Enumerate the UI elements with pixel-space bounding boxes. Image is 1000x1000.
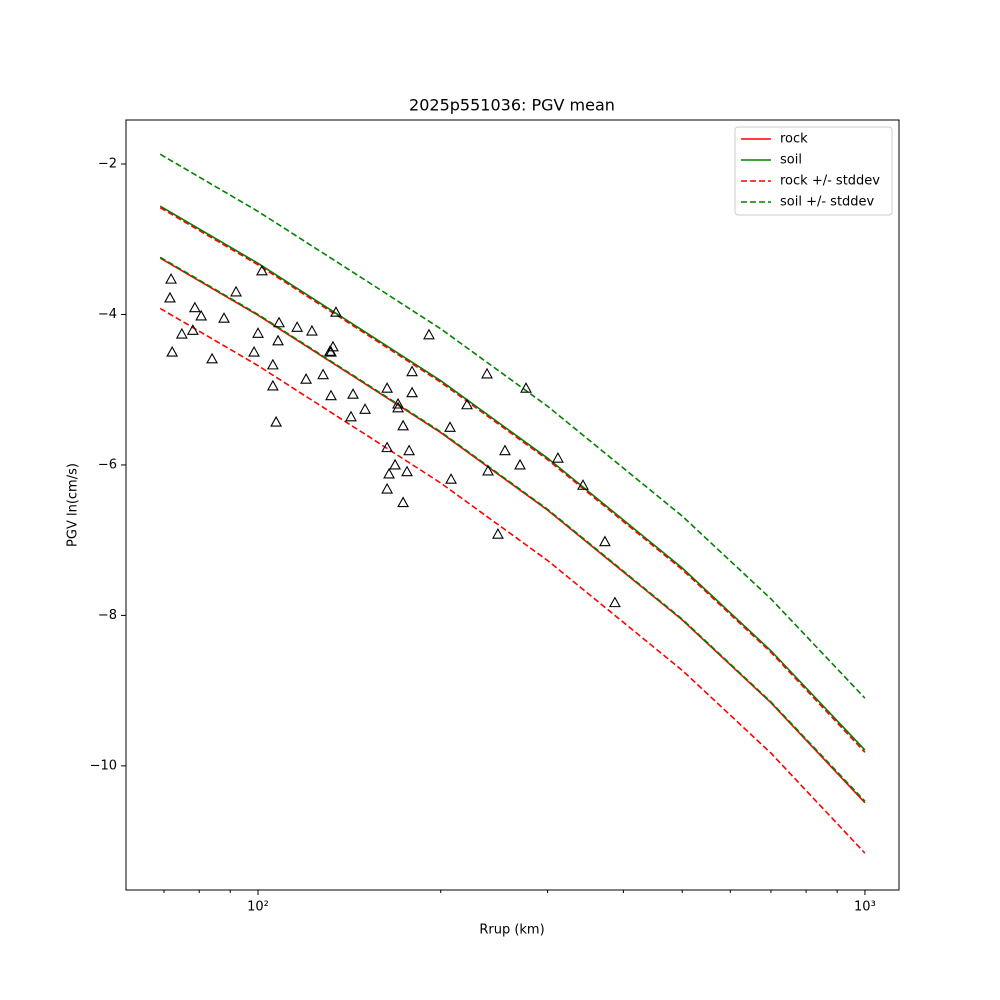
scatter-point [252,327,264,338]
line-upper [159,153,866,699]
scatter-point [608,596,621,608]
scatter-point [423,328,435,340]
scatter-point [359,403,372,414]
legend-box [734,126,893,216]
scatter-point [175,327,188,339]
scatter-point [403,444,416,456]
axes-frame [125,119,900,891]
line-lower [159,307,866,854]
x-axis-label: Rrup (km) [479,923,544,938]
scatter-point [166,345,179,357]
scatter-point [306,324,318,336]
scatter-point [266,379,279,391]
scatter-point [256,264,268,276]
y-tick-label: −4 [98,307,117,322]
scatter-point [291,321,304,332]
chart-title: 2025p551036: PGV mean [409,96,615,115]
scatter-point [492,528,504,539]
scatter-point [520,382,532,393]
line-values [159,205,866,751]
line-upper [159,206,866,753]
scatter-point [392,401,404,413]
y-tick-label: −8 [98,608,117,623]
scatter-point [397,496,410,508]
scatter-point [347,388,359,399]
scatter-point [300,373,313,384]
scatter-point [164,291,176,303]
scatter-point [381,482,394,494]
scatter-point [406,386,419,398]
scatter-point [230,285,242,297]
scatter-point [482,464,494,476]
scatter-point [577,479,589,490]
scatter-point [206,352,218,364]
scatter-point [389,458,402,470]
scatter-point [188,301,201,313]
y-tick-label: −2 [98,157,117,172]
y-axis-label: PGV ln(cm/s) [66,463,81,547]
x-tick-label: 10² [247,900,269,915]
legend-label: soil [780,153,802,168]
x-tick-label: 10³ [854,900,876,915]
legend-label: soil +/- stddev [780,195,875,210]
y-tick-label: −6 [98,457,117,472]
scatter-point [381,382,394,393]
scatter-point [445,473,457,484]
legend-label: rock [780,132,808,147]
scatter-point [272,334,284,346]
scatter-point [195,309,208,321]
scatter-point [444,421,456,432]
scatter-point [397,419,410,431]
scatter-point [218,312,230,323]
scatter-point [392,397,404,409]
scatter-point [330,306,342,317]
line-lower [159,256,866,802]
scatter-point [325,389,337,401]
scatter-point [406,365,419,377]
plot-area [159,153,866,854]
scatter-point [266,358,279,370]
scatter-point [345,410,357,422]
scatter-point [461,398,473,410]
scatter-point [381,441,394,453]
scatter-point [481,367,493,379]
scatter-point [165,272,178,284]
scatter-point [325,345,337,357]
scatter-point [383,467,395,479]
scatter-point [514,458,526,470]
scatter-point [401,465,413,477]
scatter-point [327,340,339,352]
scatter-point [317,368,330,380]
line-values [159,257,866,804]
y-tick-label: −10 [90,758,117,773]
scatter-point [248,345,260,357]
scatter-point [551,452,564,463]
scatter-point [186,324,199,335]
scatter-point [499,444,511,456]
legend-label: rock +/- stddev [780,174,880,189]
scatter-point [270,415,283,427]
scatter-point [273,316,285,328]
scatter-point [598,535,611,547]
